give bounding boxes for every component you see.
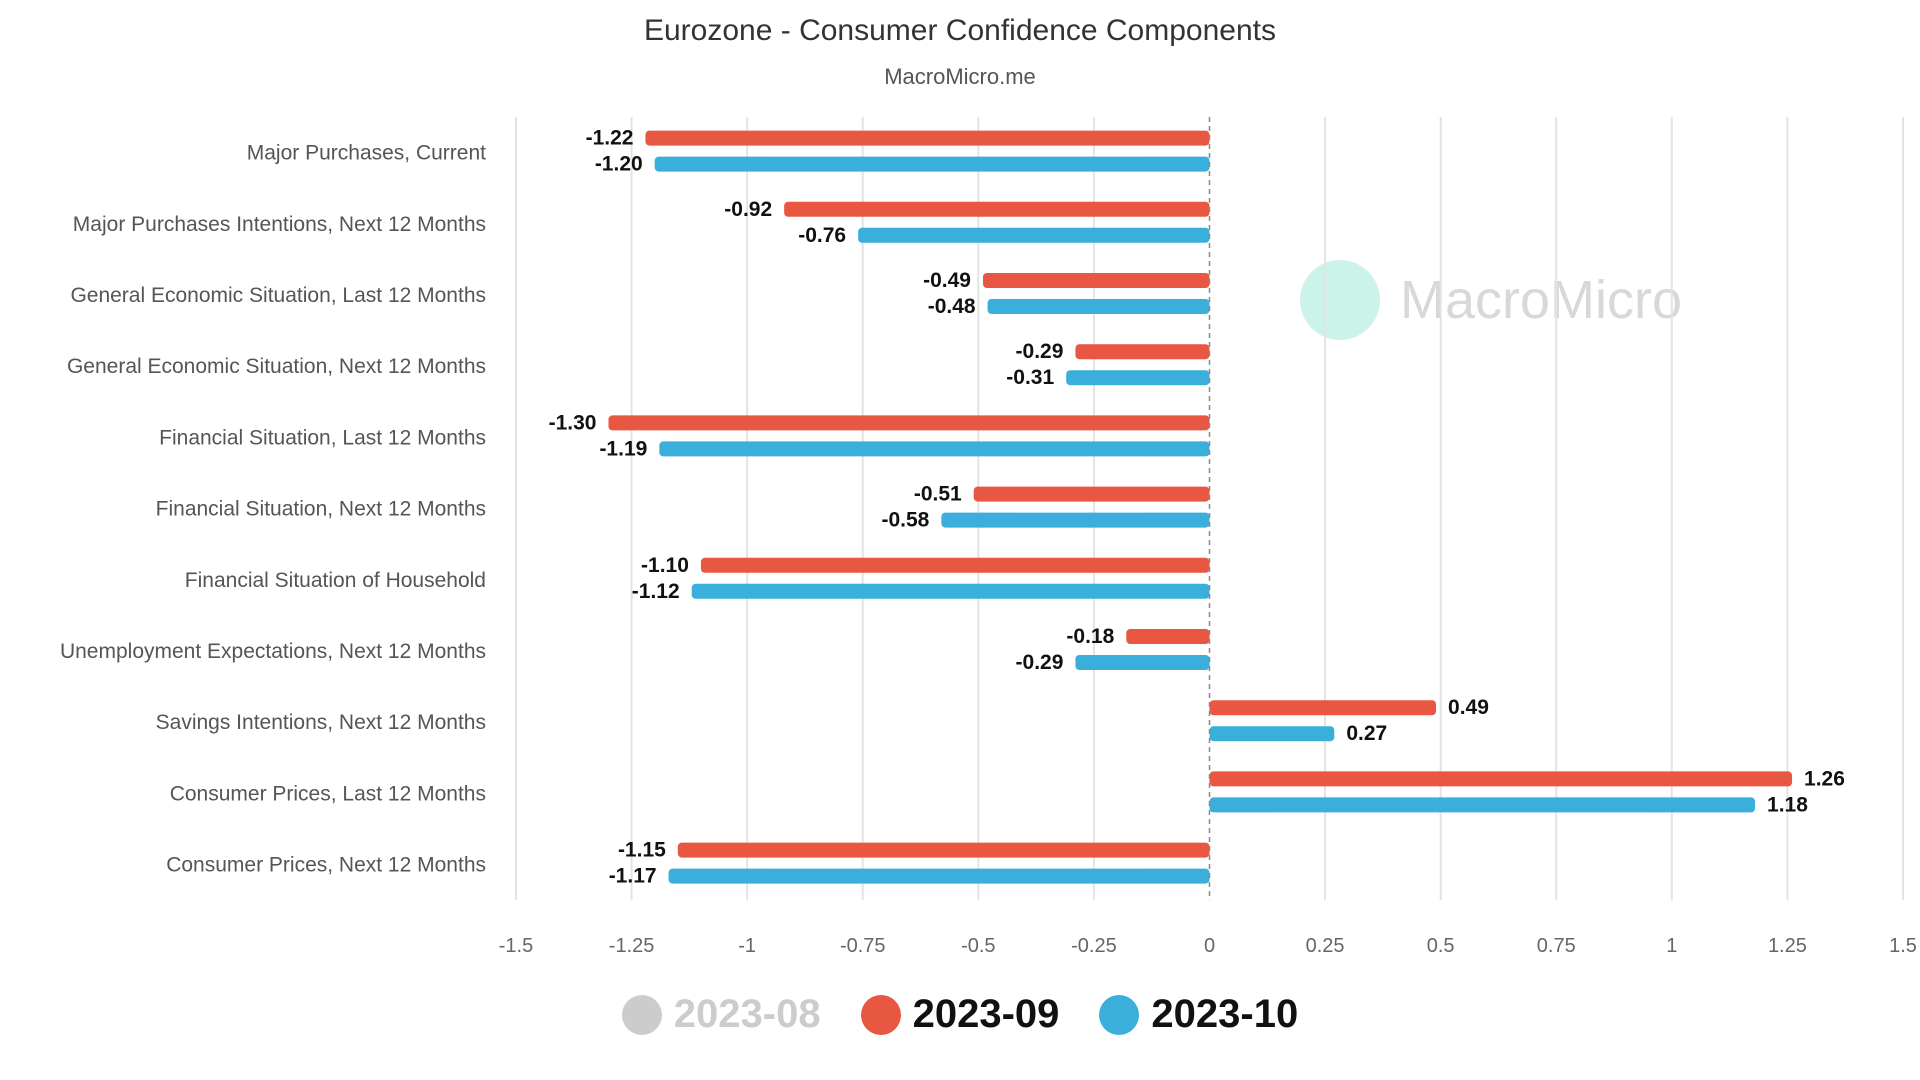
x-tick-label: 0 <box>1204 935 1215 957</box>
x-tick-label: 0.75 <box>1537 935 1576 957</box>
bar-2023-09 <box>645 130 1210 146</box>
data-label: 1.26 <box>1804 767 1845 790</box>
legend-label: 2023-08 <box>673 992 821 1036</box>
bar-2023-10 <box>659 441 1210 457</box>
x-tick-label: 0.5 <box>1427 935 1455 957</box>
data-label: -0.51 <box>914 483 962 506</box>
data-label: -0.49 <box>923 269 971 292</box>
bar-2023-09 <box>1126 629 1210 644</box>
bar-2023-09 <box>608 415 1210 431</box>
bar-2023-10 <box>1209 797 1756 813</box>
legend: 2023-08 2023-09 2023-10 <box>0 992 1920 1037</box>
x-tick-label: 1.25 <box>1768 935 1807 957</box>
x-tick-label: 1 <box>1666 935 1677 957</box>
data-label: -0.29 <box>1016 340 1064 363</box>
legend-label: 2023-10 <box>1151 992 1299 1036</box>
bar-2023-09 <box>1209 771 1793 787</box>
category-label: Major Purchases, Current <box>247 142 486 165</box>
category-label: Financial Situation, Last 12 Months <box>159 426 486 449</box>
data-label: -0.31 <box>1006 366 1054 389</box>
data-label: -0.48 <box>928 295 976 318</box>
bar-2023-10 <box>691 583 1210 599</box>
bar-2023-09 <box>973 486 1210 502</box>
legend-marker-icon <box>621 994 662 1035</box>
watermark-text: MacroMicro <box>1400 270 1682 330</box>
x-tick-label: 0.25 <box>1306 935 1345 957</box>
category-label: General Economic Situation, Last 12 Mont… <box>70 284 486 307</box>
data-label: -1.20 <box>595 153 643 176</box>
bar-2023-09 <box>1075 344 1210 360</box>
category-label: Consumer Prices, Last 12 Months <box>170 782 486 805</box>
bar-2023-10 <box>858 227 1210 243</box>
data-label: -0.58 <box>881 509 929 532</box>
category-label: Consumer Prices, Next 12 Months <box>166 854 486 877</box>
bar-2023-10 <box>1075 655 1210 670</box>
legend-label: 2023-09 <box>912 992 1060 1036</box>
bar-2023-09 <box>677 842 1210 858</box>
data-label: -0.92 <box>724 198 772 221</box>
legend-item-2023-10[interactable]: 2023-10 <box>1099 992 1298 1037</box>
bar-2023-10 <box>654 156 1210 172</box>
x-tick-label: -1 <box>738 935 756 957</box>
category-label: Financial Situation of Household <box>185 569 486 592</box>
bar-2023-10 <box>668 868 1210 884</box>
bar-2023-09 <box>700 557 1210 573</box>
data-label: -0.18 <box>1066 625 1114 648</box>
x-tick-label: -0.75 <box>840 935 886 957</box>
category-label: Financial Situation, Next 12 Months <box>156 498 486 521</box>
data-label: -1.12 <box>632 580 680 603</box>
bar-2023-10 <box>987 299 1210 314</box>
data-label: 0.49 <box>1448 696 1489 719</box>
category-label: Savings Intentions, Next 12 Months <box>156 711 486 734</box>
data-label: -1.15 <box>618 839 666 862</box>
data-label: 1.18 <box>1767 793 1808 816</box>
legend-item-2023-09[interactable]: 2023-09 <box>860 992 1060 1037</box>
x-tick-label: 1.5 <box>1889 935 1917 957</box>
bar-2023-10 <box>1066 370 1210 386</box>
bar-2023-09 <box>982 273 1210 288</box>
bar-2023-10 <box>941 512 1210 528</box>
x-tick-label: -1.5 <box>499 935 533 957</box>
data-label: 0.27 <box>1346 722 1387 745</box>
bar-2023-10 <box>1209 726 1335 742</box>
bar-2023-09 <box>784 201 1210 217</box>
x-tick-label: -0.5 <box>961 935 995 957</box>
category-label: Major Purchases Intentions, Next 12 Mont… <box>73 213 486 236</box>
data-label: -1.19 <box>599 437 647 460</box>
legend-marker-icon <box>860 994 901 1035</box>
x-tick-label: -1.25 <box>609 935 655 957</box>
category-label: General Economic Situation, Next 12 Mont… <box>67 355 486 378</box>
chart-subtitle: MacroMicro.me <box>884 64 1036 89</box>
data-label: -0.76 <box>798 224 846 247</box>
watermark-logo-icon <box>1300 260 1380 340</box>
legend-item-2023-08[interactable]: 2023-08 <box>621 992 821 1037</box>
data-label: -1.30 <box>549 411 597 434</box>
legend-marker-icon <box>1099 994 1140 1035</box>
bar-2023-09 <box>1209 700 1437 716</box>
x-tick-label: -0.25 <box>1071 935 1117 957</box>
category-label: Unemployment Expectations, Next 12 Month… <box>60 640 486 663</box>
data-label: -1.10 <box>641 554 689 577</box>
chart-title: Eurozone - Consumer Confidence Component… <box>643 14 1276 47</box>
data-label: -1.17 <box>609 865 657 888</box>
data-label: -0.29 <box>1016 651 1064 674</box>
data-label: -1.22 <box>586 127 634 150</box>
